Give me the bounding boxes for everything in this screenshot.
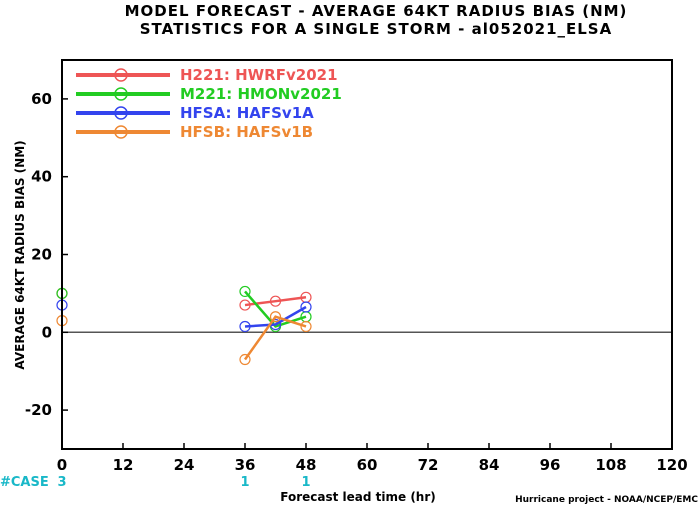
y-tick-label: 60 <box>31 90 52 108</box>
x-tick-label: 60 <box>357 456 378 474</box>
legend-label: HFSB: HAFSv1B <box>180 123 313 141</box>
x-tick-label: 12 <box>113 456 134 474</box>
data-point <box>239 299 251 311</box>
data-point <box>269 295 282 307</box>
legend-marker <box>114 68 128 82</box>
x-axis-label: Forecast lead time (hr) <box>280 490 436 504</box>
legend-marker <box>114 106 128 120</box>
data-point <box>239 285 251 298</box>
y-axis: -20 0 20 40 60 <box>25 90 68 419</box>
x-tick-label: 72 <box>418 456 439 474</box>
y-tick-label: -20 <box>25 401 52 419</box>
y-tick-label: 20 <box>31 246 52 264</box>
x-tick-label: 96 <box>540 456 561 474</box>
chart-title-line2: STATISTICS FOR A SINGLE STORM - al052021… <box>140 20 612 38</box>
legend-label: H221: HWRFv2021 <box>180 66 338 84</box>
data-point <box>300 320 312 333</box>
legend-item: HFSA: HAFSv1A <box>76 104 314 122</box>
series-layer <box>56 285 312 366</box>
legend-label: M221: HMONv2021 <box>180 85 342 103</box>
x-tick-label: 108 <box>595 456 626 474</box>
x-tick-label: 84 <box>479 456 500 474</box>
y-axis-label: AVERAGE 64KT RADIUS BIAS (NM) <box>13 140 27 369</box>
case-count: 1 <box>240 475 249 490</box>
case-count: 1 <box>301 475 310 490</box>
x-tick-label: 24 <box>174 456 195 474</box>
legend-item: H221: HWRFv2021 <box>76 66 338 84</box>
legend-item: M221: HMONv2021 <box>76 85 342 103</box>
case-label: #CASE <box>0 475 49 490</box>
data-point <box>269 311 282 323</box>
x-axis: 0 12 24 36 48 60 72 84 96 108 120 <box>57 443 688 474</box>
y-tick-label: 40 <box>31 168 52 186</box>
legend-marker <box>114 125 128 139</box>
series-line <box>243 315 307 361</box>
legend-marker <box>114 87 128 101</box>
plot-area <box>56 59 673 450</box>
credit-text: Hurricane project - NOAA/NCEP/EMC <box>515 495 698 505</box>
series <box>56 287 312 311</box>
series-line <box>244 290 307 328</box>
x-tick-label: 48 <box>296 456 317 474</box>
x-tick-label: 120 <box>656 456 687 474</box>
data-point <box>239 320 251 333</box>
data-point <box>300 301 312 313</box>
legend-label: HFSA: HAFSv1A <box>180 104 314 122</box>
series <box>56 311 312 366</box>
case-counts: 3 1 1 <box>57 475 310 490</box>
chart-title-line1: MODEL FORECAST - AVERAGE 64KT RADIUS BIA… <box>125 2 628 20</box>
x-tick-label: 36 <box>235 456 256 474</box>
data-point <box>239 353 251 366</box>
x-tick-label: 0 <box>57 456 67 474</box>
y-tick-label: 0 <box>42 323 52 341</box>
plot-frame <box>61 59 673 450</box>
legend-item: HFSB: HAFSv1B <box>76 123 313 141</box>
case-count: 3 <box>57 475 66 490</box>
series-line <box>244 305 307 328</box>
